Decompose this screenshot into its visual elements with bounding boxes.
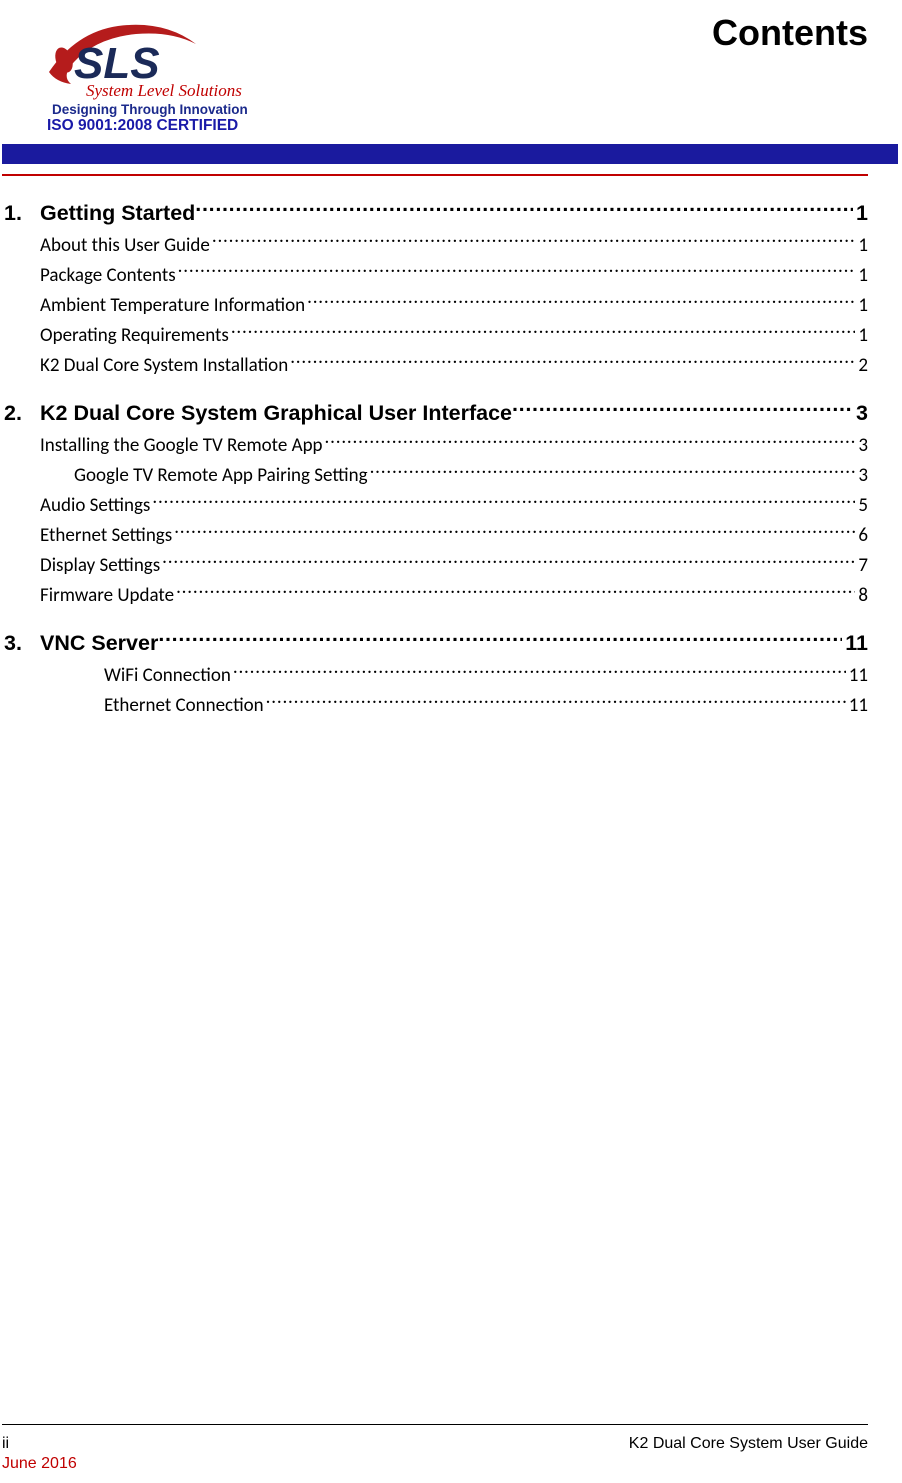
toc-leader [231, 318, 856, 341]
toc-section-title: K2 Dual Core System Graphical User Inter… [40, 399, 512, 428]
toc-leader [233, 658, 846, 681]
toc-entry-title: Operating Requirements [40, 323, 231, 348]
page-title: Contents [712, 12, 868, 54]
toc-leader [178, 258, 856, 281]
toc-entry-title: WiFi Connection [104, 663, 233, 688]
toc-section: 3.VNC Server 11WiFi Connection 11Etherne… [4, 624, 868, 718]
footer-rule [2, 1424, 868, 1425]
toc-entry-title: About this User Guide [40, 233, 212, 258]
toc-page-number: 1 [855, 233, 868, 258]
toc-sub-entry[interactable]: K2 Dual Core System Installation 2 [4, 348, 868, 378]
toc-leader [325, 428, 856, 451]
toc-section-number: 1. [4, 199, 40, 228]
toc-sub-entry[interactable]: Audio Settings 5 [4, 488, 868, 518]
toc-leader [512, 394, 853, 420]
toc-entry-title: Ethernet Settings [40, 523, 174, 548]
toc-section-title: VNC Server [40, 629, 158, 658]
toc-page-number: 6 [855, 523, 868, 548]
toc-leader [176, 578, 855, 601]
toc-page-number: 11 [842, 629, 868, 658]
red-rule [2, 174, 868, 176]
toc-leader [212, 228, 856, 251]
toc-section-number: 3. [4, 629, 40, 658]
toc-page-number: 11 [846, 663, 868, 688]
toc-page-number: 11 [846, 693, 868, 718]
toc-entry-title: Ethernet Connection [104, 693, 266, 718]
toc-sub-entry[interactable]: Package Contents 1 [4, 258, 868, 288]
toc-section-title: Getting Started [40, 199, 195, 228]
toc-page-number: 5 [855, 493, 868, 518]
toc-subsub-entry[interactable]: Ethernet Connection 11 [4, 688, 868, 718]
toc-entry-title: Google TV Remote App Pairing Setting [74, 463, 370, 488]
header: SLS System Level Solutions Designing Thr… [2, 14, 868, 132]
toc-section-number: 2. [4, 399, 40, 428]
toc-section: 2.K2 Dual Core System Graphical User Int… [4, 394, 868, 608]
toc-leader [174, 518, 855, 541]
toc-page-number: 1 [853, 199, 868, 228]
toc-page-number: 3 [855, 463, 868, 488]
toc-entry-title: Installing the Google TV Remote App [40, 433, 325, 458]
toc-sub-entry[interactable]: Display Settings 7 [4, 548, 868, 578]
toc-page-number: 2 [855, 353, 868, 378]
footer-page-number: ii [2, 1435, 77, 1453]
toc-entry-title: Package Contents [40, 263, 178, 288]
toc-leader [195, 194, 853, 220]
toc-sub-entry[interactable]: Firmware Update 8 [4, 578, 868, 608]
toc-entry-title: Firmware Update [40, 583, 176, 608]
toc-section: 1.Getting Started 1About this User Guide… [4, 194, 868, 378]
toc-sub-entry[interactable]: Ethernet Settings 6 [4, 518, 868, 548]
toc-section-heading[interactable]: 3.VNC Server 11 [4, 624, 868, 658]
toc-section-heading[interactable]: 1.Getting Started 1 [4, 194, 868, 228]
toc-page-number: 8 [855, 583, 868, 608]
toc-sub-entry[interactable]: Installing the Google TV Remote App 3 [4, 428, 868, 458]
footer-date: June 2016 [2, 1455, 77, 1473]
footer: ii June 2016 K2 Dual Core System User Gu… [2, 1435, 868, 1473]
toc-page-number: 3 [855, 433, 868, 458]
svg-text:ISO 9001:2008 CERTIFIED: ISO 9001:2008 CERTIFIED [47, 117, 238, 132]
toc-entry-title: K2 Dual Core System Installation [40, 353, 290, 378]
toc-page-number: 1 [855, 293, 868, 318]
footer-left: ii June 2016 [2, 1435, 77, 1473]
blue-band [2, 144, 898, 164]
svg-text:Designing Through Innovation: Designing Through Innovation [52, 102, 248, 117]
toc-leader [158, 624, 842, 650]
toc-subsub-entry[interactable]: Google TV Remote App Pairing Setting 3 [4, 458, 868, 488]
toc-page-number: 1 [855, 263, 868, 288]
toc-sub-entry[interactable]: About this User Guide 1 [4, 228, 868, 258]
toc-leader [370, 458, 856, 481]
toc-entry-title: Display Settings [40, 553, 162, 578]
toc-sub-entry[interactable]: Operating Requirements 1 [4, 318, 868, 348]
svg-text:System Level Solutions: System Level Solutions [86, 81, 242, 100]
toc-page-number: 7 [855, 553, 868, 578]
toc-entry-title: Audio Settings [40, 493, 152, 518]
toc-page-number: 3 [853, 399, 868, 428]
company-logo: SLS System Level Solutions Designing Thr… [46, 14, 261, 132]
toc-sub-entry[interactable]: Ambient Temperature Information 1 [4, 288, 868, 318]
page: SLS System Level Solutions Designing Thr… [0, 0, 902, 1483]
toc-leader [162, 548, 855, 571]
toc-subsub-entry[interactable]: WiFi Connection 11 [4, 658, 868, 688]
toc-section-heading[interactable]: 2.K2 Dual Core System Graphical User Int… [4, 394, 868, 428]
toc-leader [266, 688, 846, 711]
toc-leader [290, 348, 855, 371]
footer-doc-title: K2 Dual Core System User Guide [629, 1435, 868, 1453]
toc-leader [307, 288, 855, 311]
table-of-contents: 1.Getting Started 1About this User Guide… [4, 194, 868, 718]
toc-page-number: 1 [855, 323, 868, 348]
logo-icon: SLS System Level Solutions Designing Thr… [46, 14, 261, 132]
header-rules [2, 144, 898, 176]
toc-leader [152, 488, 855, 511]
toc-entry-title: Ambient Temperature Information [40, 293, 307, 318]
